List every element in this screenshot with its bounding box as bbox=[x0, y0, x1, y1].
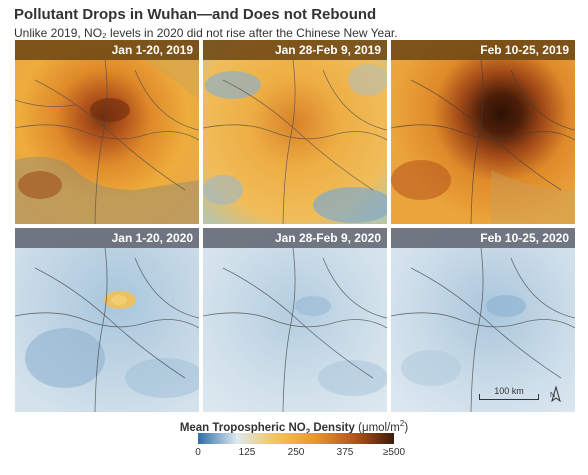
map-panel-jan-2020: Jan 1-20, 2020 bbox=[15, 228, 199, 412]
scale-bar-label: 100 km bbox=[494, 386, 524, 396]
map-panel-jan28-2019: Jan 28-Feb 9, 2019 bbox=[203, 40, 387, 224]
legend-title-suffix: Density bbox=[310, 421, 355, 434]
no2-map-jan-2019 bbox=[15, 40, 199, 224]
legend-tick: 250 bbox=[287, 447, 305, 458]
legend-tick: 0 bbox=[195, 447, 201, 458]
scale-bar-line bbox=[479, 394, 539, 400]
legend-title-prefix: Mean Tropospheric NO bbox=[179, 421, 306, 434]
panel-date-label: Feb 10-25, 2019 bbox=[391, 40, 575, 60]
legend-color-ramp bbox=[198, 433, 394, 444]
map-subtitle: Unlike 2019, NO₂ levels in 2020 did not … bbox=[14, 26, 398, 40]
legend-tick: 125 bbox=[238, 447, 256, 458]
map-panel-feb-2019: Feb 10-25, 2019 bbox=[391, 40, 575, 224]
map-title: Pollutant Drops in Wuhan—and Does not Re… bbox=[14, 6, 377, 23]
no2-map-jan28-2020 bbox=[203, 228, 387, 412]
no2-map-feb-2019 bbox=[391, 40, 575, 224]
map-panel-jan28-2020: Jan 28-Feb 9, 2020 bbox=[203, 228, 387, 412]
north-arrow-icon: N bbox=[550, 386, 561, 403]
no2-map-jan28-2019 bbox=[203, 40, 387, 224]
north-arrow-label: N bbox=[550, 392, 555, 399]
legend-unit-suffix: ) bbox=[404, 421, 409, 434]
legend-title: Mean Tropospheric NO2 Density (μmol/m2) bbox=[0, 419, 588, 436]
legend-tick: 375 bbox=[336, 447, 354, 458]
panel-date-label: Jan 1-20, 2019 bbox=[15, 40, 199, 60]
map-panel-jan-2019: Jan 1-20, 2019 bbox=[15, 40, 199, 224]
scale-bar: 100 km bbox=[479, 386, 539, 402]
map-panel-grid: Jan 1-20, 2019 bbox=[15, 40, 575, 412]
map-panel-feb-2020: Feb 10-25, 2020 100 km N bbox=[391, 228, 575, 412]
panel-date-label: Jan 28-Feb 9, 2019 bbox=[203, 40, 387, 60]
no2-map-feb-2020 bbox=[391, 228, 575, 412]
legend-unit-prefix: (μmol/m bbox=[358, 421, 400, 434]
legend-unit-sup: 2 bbox=[399, 419, 405, 428]
panel-date-label: Jan 28-Feb 9, 2020 bbox=[203, 228, 387, 248]
panel-date-label: Jan 1-20, 2020 bbox=[15, 228, 199, 248]
panel-date-label: Feb 10-25, 2020 bbox=[391, 228, 575, 248]
legend-tick: ≥500 bbox=[382, 447, 406, 458]
legend-title-sub: 2 bbox=[305, 427, 311, 437]
no2-map-jan-2020 bbox=[15, 228, 199, 412]
